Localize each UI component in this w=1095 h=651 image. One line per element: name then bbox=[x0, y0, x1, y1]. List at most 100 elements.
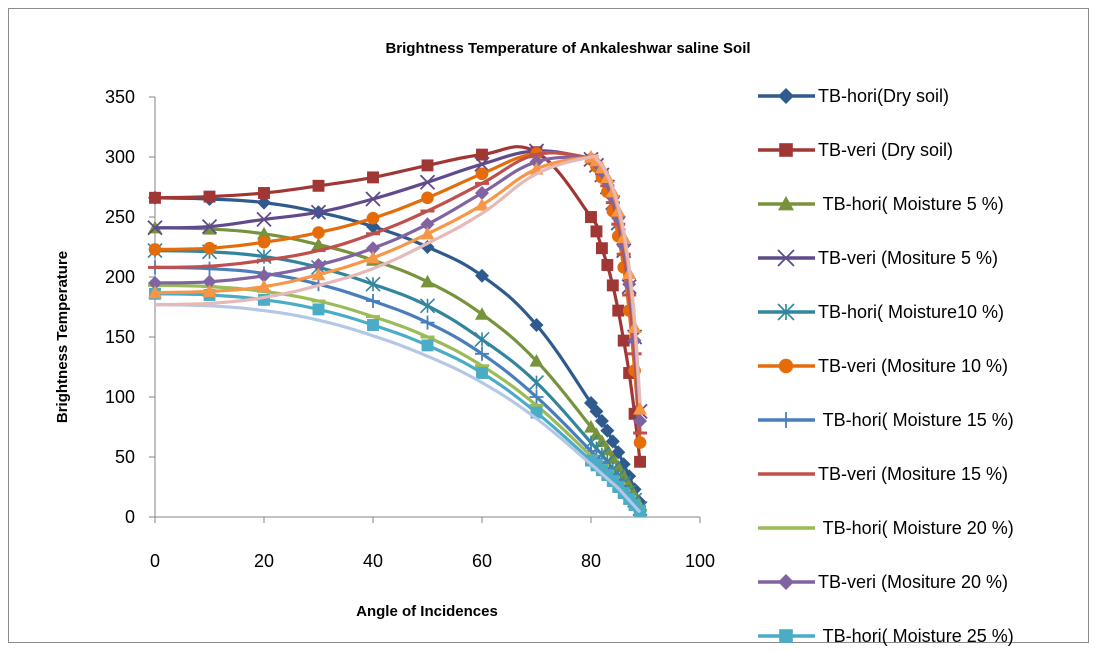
x-tick-label: 20 bbox=[254, 551, 274, 571]
data-point bbox=[475, 268, 489, 283]
x-tick-label: 60 bbox=[472, 551, 492, 571]
data-point bbox=[589, 404, 604, 419]
legend-item: TB-veri (Dry soil) bbox=[758, 140, 953, 160]
series-layer bbox=[147, 143, 648, 517]
legend-label: TB-veri (Mositure 10 %) bbox=[818, 356, 1008, 376]
x-tick-label: 80 bbox=[581, 551, 601, 571]
data-point bbox=[584, 420, 598, 433]
data-point bbox=[257, 235, 271, 249]
legend-marker bbox=[777, 303, 795, 321]
legend: TB-hori(Dry soil) TB-veri (Dry soil) TB-h… bbox=[758, 86, 1014, 646]
legend-item: TB-veri (Mositure 5 %) bbox=[758, 248, 998, 268]
data-point bbox=[475, 307, 489, 320]
legend-label: TB-veri (Mositure 15 %) bbox=[818, 464, 1008, 484]
legend-item: TB-veri (Mositure 15 %) bbox=[758, 464, 1008, 484]
data-point bbox=[201, 218, 218, 235]
chart-frame bbox=[8, 8, 1089, 643]
legend-item: TB-hori(Dry soil) bbox=[758, 86, 949, 106]
legend-marker bbox=[778, 196, 794, 211]
legend-label: TB-veri (Dry soil) bbox=[818, 140, 953, 160]
legend-label: TB-hori( Moisture 15 %) bbox=[818, 410, 1014, 430]
legend-marker bbox=[779, 143, 793, 157]
data-point bbox=[420, 274, 435, 288]
y-tick-label: 50 bbox=[115, 447, 135, 467]
legend-item: TB-hori( Moisture 20 %) bbox=[758, 518, 1014, 538]
y-axis-title: Brightness Temperature bbox=[54, 251, 71, 423]
data-point bbox=[595, 242, 608, 255]
data-point bbox=[312, 226, 325, 239]
data-point bbox=[612, 304, 625, 317]
data-point bbox=[617, 334, 630, 347]
data-point bbox=[312, 179, 325, 192]
data-point bbox=[203, 190, 216, 203]
chart-title: Brightness Temperature of Ankaleshwar sa… bbox=[385, 40, 750, 57]
axes: 0 50 100 150 200 250 300 350 0 20 40 60 80 100 bbox=[105, 87, 715, 571]
legend-item: TB-hori( Moisture 5 %) bbox=[758, 194, 1004, 214]
data-point bbox=[366, 211, 380, 225]
data-point bbox=[476, 367, 488, 379]
x-tick-label: 0 bbox=[150, 551, 160, 571]
series-line bbox=[154, 303, 642, 514]
legend-label: TB-hori( Moisture 20 %) bbox=[818, 518, 1014, 538]
legend-item: TB-veri (Mositure 20 %) bbox=[758, 572, 1008, 592]
data-point bbox=[311, 267, 326, 281]
x-axis-title: Angle of Incidences bbox=[356, 603, 498, 620]
data-point bbox=[367, 319, 379, 331]
legend-item: TB-hori( Moisture10 %) bbox=[758, 302, 1004, 322]
legend-label: TB-veri (Mositure 20 %) bbox=[818, 572, 1008, 592]
x-tick-label: 40 bbox=[363, 551, 383, 571]
legend-item: TB-veri (Mositure 10 %) bbox=[758, 356, 1008, 376]
data-point bbox=[421, 159, 434, 172]
data-point bbox=[147, 220, 163, 236]
y-tick-label: 250 bbox=[105, 207, 135, 227]
data-point bbox=[367, 171, 379, 184]
data-point bbox=[202, 261, 217, 276]
legend-marker bbox=[777, 249, 795, 267]
legend-item: TB-hori( Moisture 25 %) bbox=[758, 626, 1014, 646]
data-point bbox=[202, 274, 217, 289]
data-point bbox=[257, 195, 271, 210]
legend-marker bbox=[778, 574, 794, 590]
data-point bbox=[474, 331, 490, 347]
legend-label: TB-hori( Moisture 25 %) bbox=[818, 626, 1014, 646]
data-point bbox=[310, 204, 327, 220]
data-point bbox=[420, 217, 435, 232]
data-point bbox=[421, 339, 434, 352]
data-point bbox=[475, 186, 489, 200]
data-point bbox=[311, 258, 326, 272]
x-tick-label: 100 bbox=[685, 551, 715, 571]
data-point bbox=[148, 243, 162, 256]
legend-item: TB-hori( Moisture 15 %) bbox=[758, 410, 1014, 430]
data-point bbox=[420, 315, 435, 330]
data-point bbox=[257, 268, 271, 283]
data-point bbox=[590, 225, 603, 238]
data-point bbox=[589, 427, 604, 440]
data-point bbox=[633, 436, 647, 449]
y-tick-label: 300 bbox=[105, 147, 135, 167]
legend-marker bbox=[779, 629, 793, 643]
data-point bbox=[529, 318, 544, 332]
data-point bbox=[606, 475, 619, 487]
data-point bbox=[634, 455, 646, 468]
data-point bbox=[419, 298, 436, 314]
data-point bbox=[312, 303, 325, 316]
data-point bbox=[475, 198, 489, 211]
y-tick-label: 200 bbox=[105, 267, 135, 287]
y-tick-label: 150 bbox=[105, 327, 135, 347]
data-point bbox=[606, 279, 619, 292]
y-tick-label: 100 bbox=[105, 387, 135, 407]
data-point bbox=[528, 375, 545, 391]
data-point bbox=[202, 284, 217, 297]
data-point bbox=[203, 241, 216, 255]
data-point bbox=[633, 402, 648, 415]
legend-label: TB-hori(Dry soil) bbox=[818, 86, 949, 106]
data-point bbox=[149, 191, 161, 204]
data-point bbox=[421, 191, 434, 205]
data-point bbox=[366, 250, 380, 264]
data-point bbox=[258, 187, 270, 199]
legend-label: TB-hori( Moisture10 %) bbox=[818, 302, 1004, 322]
data-point bbox=[148, 285, 162, 299]
data-point bbox=[530, 406, 543, 419]
data-point bbox=[474, 156, 490, 172]
